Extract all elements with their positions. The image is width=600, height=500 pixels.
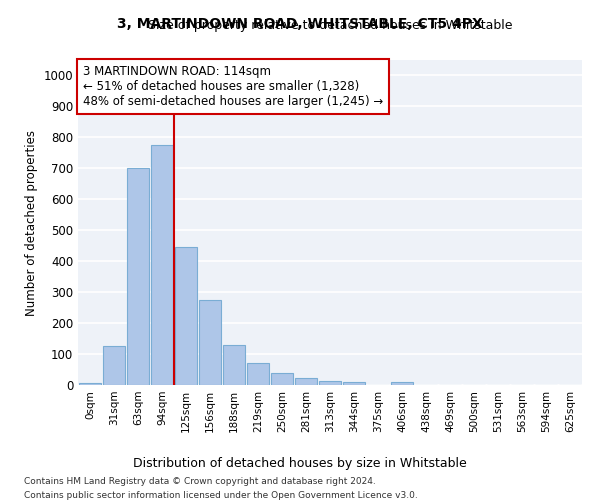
Bar: [391, 382, 413, 385]
Bar: [127, 168, 149, 385]
Y-axis label: Number of detached properties: Number of detached properties: [25, 130, 38, 316]
Text: Contains HM Land Registry data © Crown copyright and database right 2024.: Contains HM Land Registry data © Crown c…: [24, 478, 376, 486]
Bar: [295, 378, 317, 385]
Bar: [343, 382, 365, 385]
Text: 3 MARTINDOWN ROAD: 114sqm
← 51% of detached houses are smaller (1,328)
48% of se: 3 MARTINDOWN ROAD: 114sqm ← 51% of detac…: [83, 65, 383, 108]
Bar: [271, 372, 293, 385]
Bar: [151, 145, 173, 385]
Bar: [319, 382, 341, 385]
Bar: [175, 248, 197, 385]
Bar: [199, 300, 221, 385]
Bar: [247, 364, 269, 385]
Text: Contains public sector information licensed under the Open Government Licence v3: Contains public sector information licen…: [24, 491, 418, 500]
Bar: [103, 346, 125, 385]
Bar: [79, 384, 101, 385]
Text: Distribution of detached houses by size in Whitstable: Distribution of detached houses by size …: [133, 458, 467, 470]
Bar: [223, 345, 245, 385]
Title: Size of property relative to detached houses in Whitstable: Size of property relative to detached ho…: [148, 20, 512, 32]
Text: 3, MARTINDOWN ROAD, WHITSTABLE, CT5 4PX: 3, MARTINDOWN ROAD, WHITSTABLE, CT5 4PX: [117, 18, 483, 32]
